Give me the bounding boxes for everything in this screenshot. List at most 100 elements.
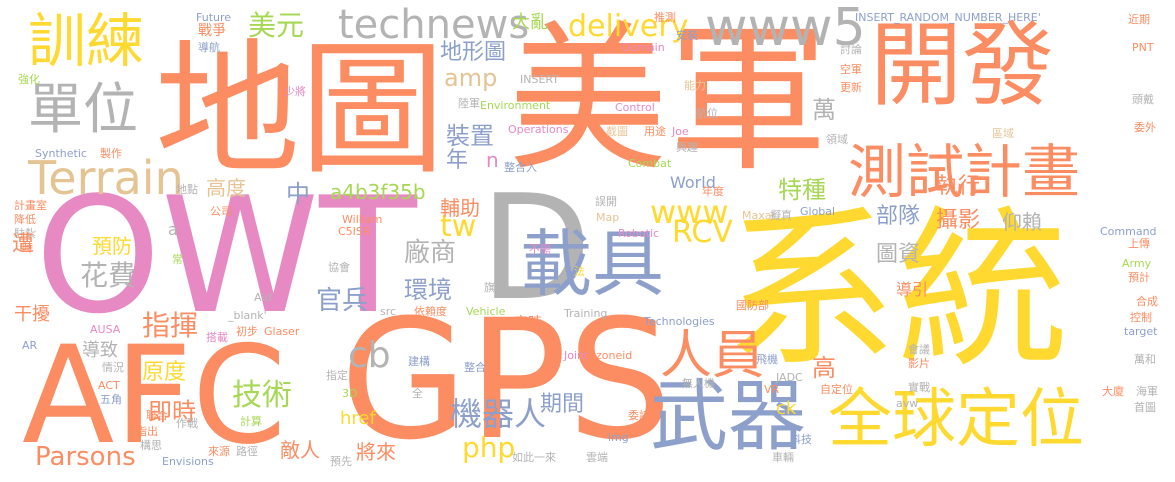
word: _blank' [228, 309, 267, 322]
word: 測試計畫 [848, 138, 1081, 206]
word: 法 [574, 265, 585, 278]
word: www [650, 193, 729, 231]
word: 定時 [514, 315, 542, 331]
word: 預先 [330, 455, 352, 468]
word: 自定位 [820, 383, 853, 396]
word: Control [615, 101, 655, 114]
word: VR [764, 383, 780, 396]
word: 花費 [80, 259, 137, 292]
word: 大廈 [1102, 385, 1124, 398]
word: OWT [35, 162, 417, 349]
word: 雲端 [586, 451, 608, 464]
word: 地圖 [155, 26, 445, 195]
word: 導致 [82, 340, 118, 361]
word: 特種 [778, 176, 826, 204]
word: 無人機 [682, 377, 715, 390]
word: 路徑 [236, 445, 258, 458]
word: 近期 [1128, 13, 1150, 26]
word: 地點 [176, 183, 198, 196]
word: 高度 [206, 176, 246, 200]
word: 空軍 [840, 63, 862, 76]
word: Army [1122, 257, 1152, 270]
word: 系統 [725, 190, 1069, 391]
word: 官兵 [316, 286, 369, 316]
word: 頭戴 [1132, 93, 1154, 106]
word: JADC [776, 371, 803, 384]
word: 時 [22, 241, 33, 254]
word: 代表 [598, 365, 620, 378]
word: 廠商 [404, 238, 457, 268]
word: 合成 [1136, 295, 1158, 308]
word: Envisions [162, 455, 214, 468]
word: n [486, 148, 499, 172]
word: Terrain [28, 151, 184, 205]
word: 能力 [684, 79, 706, 92]
word: PNT [1132, 41, 1154, 54]
word: 3D [342, 387, 358, 400]
word: 控制 [1130, 311, 1152, 324]
word: Command [1100, 225, 1157, 238]
word: 將來 [356, 440, 396, 464]
word: 全 [412, 387, 423, 400]
word: 推測 [654, 11, 676, 24]
word: 圖資 [876, 242, 921, 267]
word: 整合 [464, 361, 486, 374]
word: 情況 [102, 361, 124, 374]
word: 戰爭 [198, 23, 226, 39]
word: 截圖 [606, 125, 628, 138]
word: 海軍 [1136, 385, 1158, 398]
word: delivery [568, 9, 689, 44]
word: 預防 [92, 234, 132, 258]
word: GPS [340, 284, 673, 476]
word: href [340, 408, 376, 429]
word: technews [338, 2, 530, 48]
word: 作戰 [176, 417, 198, 430]
word: 指出 [136, 425, 158, 438]
word: 討論 [840, 43, 862, 56]
word: 航位 [696, 107, 718, 120]
word: 依賴度 [414, 305, 447, 318]
word: D [480, 164, 592, 333]
word: Joe [672, 125, 689, 138]
word: 導引 [896, 280, 929, 299]
word: 科技 [790, 433, 812, 446]
word: 降低 [14, 213, 36, 226]
word: img [608, 431, 629, 444]
word: 裝置 [446, 122, 494, 150]
word: Synthetic [35, 147, 87, 160]
word: www5 [705, 0, 866, 58]
word: AR [22, 339, 38, 352]
word: 萬 [812, 96, 836, 124]
word: 用途 [644, 125, 666, 138]
word: Robotic [618, 227, 660, 240]
word: 初步 [236, 325, 258, 338]
word: tw [440, 209, 477, 244]
word: 輔助 [440, 196, 480, 220]
word: 公司 [210, 205, 232, 218]
word: 指揮 [142, 309, 199, 342]
word: 興趣 [676, 141, 698, 154]
word: Operations [508, 123, 569, 136]
word: 國防部 [736, 299, 769, 312]
word: Global [800, 205, 836, 218]
word: 強化 [18, 73, 40, 86]
word: RCV [672, 215, 733, 250]
word: src [380, 305, 397, 318]
word: 技術 [232, 378, 292, 413]
word: 大亂 [512, 12, 548, 33]
word: 攝影 [936, 208, 981, 233]
word: 少將 [284, 85, 306, 98]
word: 即時 [148, 398, 196, 426]
word: 單位 [28, 77, 139, 141]
word: a4b3f35b [330, 180, 426, 204]
word: 建構 [408, 355, 430, 368]
word: 首圖 [1134, 401, 1156, 414]
word: 指定 [326, 369, 348, 382]
word: amp [444, 64, 498, 92]
word: World [670, 173, 716, 192]
word: Domain [622, 41, 665, 54]
word: 導航 [198, 41, 220, 54]
word: cb [348, 335, 391, 376]
word: 計算 [240, 415, 262, 428]
